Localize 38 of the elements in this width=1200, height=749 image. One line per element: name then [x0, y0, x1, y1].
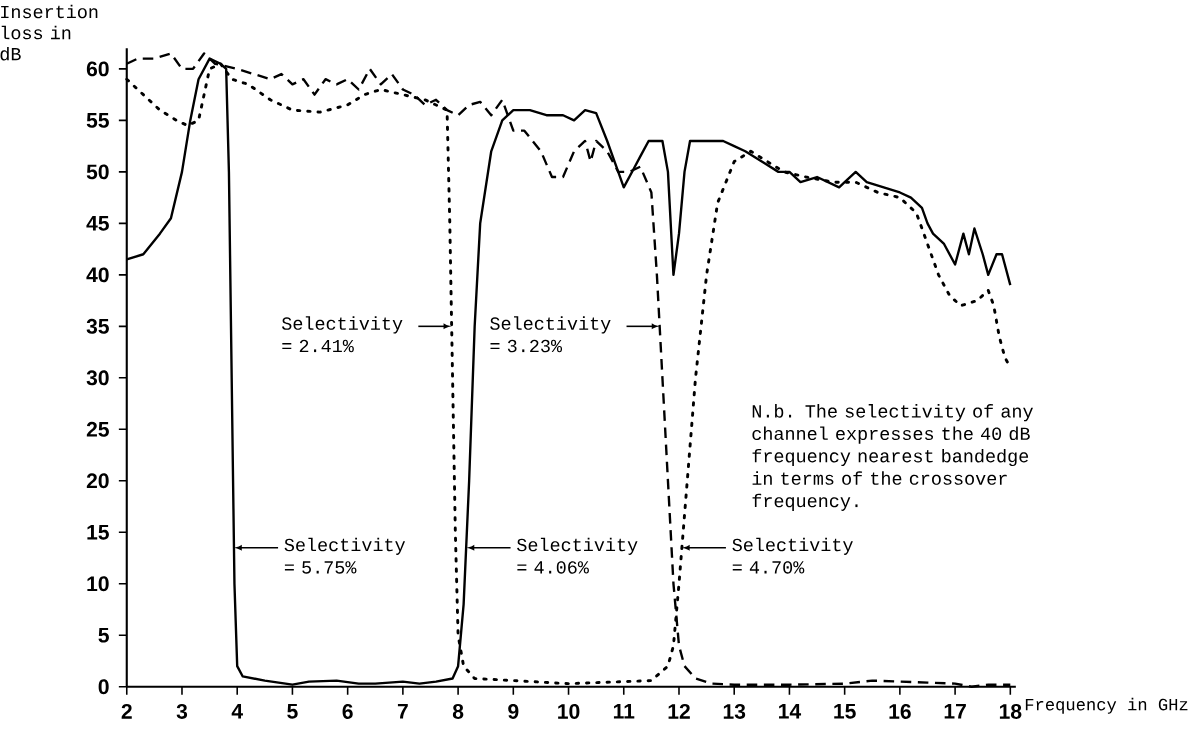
annotation: Selectivity = 2.41% — [281, 316, 403, 353]
x-tick-label: 16 — [889, 703, 911, 719]
y-tick-label: 55 — [86, 113, 109, 128]
x-tick-label: 7 — [397, 703, 408, 719]
y-tick-label: 15 — [87, 524, 109, 540]
annotation: N.b. The selectivity of any channel expresses the 40 dB frequency nearest bandedge in terms of the crossover frequency. — [752, 404, 1033, 511]
x-tick-label: 15 — [834, 703, 856, 719]
y-tick-label: 50 — [86, 164, 109, 180]
annotation: Selectivity = 4.06% — [517, 537, 638, 574]
x-tick-label: 18 — [999, 703, 1022, 719]
x-tick-label: 5 — [287, 703, 298, 719]
x-tick-label: 3 — [176, 703, 188, 719]
x-tick-label: 13 — [723, 703, 746, 719]
x-tick-label: 8 — [452, 703, 464, 719]
y-tick-label: 60 — [86, 61, 109, 77]
y-tick-label: 20 — [86, 473, 109, 489]
x-tick-label: 10 — [558, 703, 580, 719]
y-tick-label: 5 — [98, 627, 109, 643]
y-tick-label: 30 — [86, 370, 109, 386]
y-tick-label: 40 — [86, 267, 109, 283]
x-tick-label: 9 — [508, 703, 519, 719]
y-axis-title: Insertion loss in dB — [0, 4, 98, 61]
y-tick-label: 35 — [86, 318, 109, 334]
x-tick-label: 14 — [779, 703, 802, 719]
x-axis-title: Frequency in GHz — [1025, 697, 1188, 714]
y-tick-label: 45 — [86, 216, 109, 231]
y-tick-label: 10 — [87, 576, 109, 592]
x-tick-label: 2 — [121, 703, 132, 719]
y-tick-label: 0 — [98, 679, 109, 695]
x-tick-label: 11 — [613, 703, 635, 719]
x-tick-label: 6 — [342, 703, 353, 719]
y-tick-label: 25 — [86, 421, 109, 437]
annotation: Selectivity = 3.23% — [490, 316, 611, 353]
x-tick-label: 12 — [668, 703, 690, 719]
x-tick-label: 4 — [231, 703, 243, 719]
annotation: Selectivity = 5.75% — [284, 537, 406, 574]
annotation: Selectivity = 4.70% — [732, 537, 853, 574]
x-tick-label: 17 — [944, 703, 966, 719]
